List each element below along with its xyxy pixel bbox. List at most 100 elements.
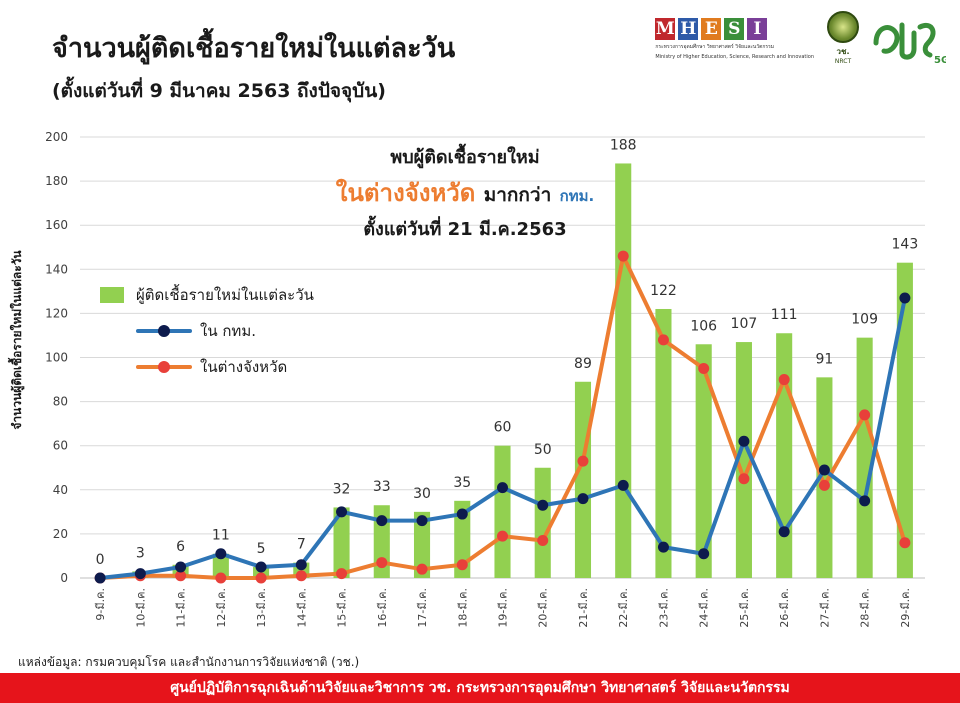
- mhesi-letter: H: [678, 18, 699, 40]
- bar-data-label: 50: [534, 442, 552, 458]
- mhesi-name-en: Ministry of Higher Education, Science, R…: [655, 54, 814, 60]
- y-tick-label: 120: [45, 306, 68, 320]
- bar-data-label: 122: [650, 283, 677, 299]
- x-tick-label: 10-มี.ค.: [134, 588, 147, 628]
- bkk-point: [577, 493, 589, 505]
- x-tick-label: 29-มี.ค.: [899, 588, 912, 628]
- nrct-logo: วช. NRCT: [826, 11, 860, 67]
- province-point: [295, 570, 307, 582]
- data-source: แหล่งข้อมูล: กรมควบคุมโรค และสำนักงานการ…: [18, 655, 360, 669]
- annotation-province: ในต่างจังหวัด: [335, 179, 476, 207]
- bar-data-label: 60: [494, 420, 512, 436]
- bar: [413, 511, 431, 578]
- nrct-logo-sub: NRCT: [834, 58, 852, 65]
- 5g-logo-icon: 5G: [873, 22, 949, 66]
- bar-data-label: 106: [690, 318, 717, 334]
- 5g-logo-text: 5G: [934, 55, 946, 65]
- province-point: [577, 455, 589, 467]
- bar: [373, 505, 390, 578]
- bkk-point: [778, 526, 790, 538]
- x-tick-label: 12-มี.ค.: [215, 588, 228, 628]
- bar-data-label: 5: [257, 541, 266, 557]
- province-point: [175, 570, 187, 582]
- bkk-point: [175, 561, 187, 573]
- bkk-point: [376, 515, 388, 527]
- bkk-point: [456, 508, 468, 520]
- y-tick-label: 140: [45, 262, 68, 276]
- x-tick-label: 22-มี.ค.: [617, 588, 630, 628]
- province-point: [899, 537, 911, 549]
- chart-subtitle: (ตั้งแต่วันที่ 9 มีนาคม 2563 ถึงปัจจุบัน…: [52, 80, 386, 102]
- province-point: [738, 473, 750, 485]
- province-point: [255, 572, 267, 584]
- annotation-line-1: พบผู้ติดเชื้อรายใหม่: [390, 147, 540, 168]
- bar-data-label: 11: [212, 528, 230, 544]
- legend-item-bkk: ใน กทม.: [100, 318, 314, 344]
- x-tick-label: 13-มี.ค.: [255, 588, 268, 628]
- bkk-point: [295, 559, 307, 571]
- x-tick-label: 19-มี.ค.: [497, 588, 510, 628]
- bkk-point: [497, 482, 508, 494]
- bar: [695, 344, 712, 578]
- x-tick-label: 9-มี.ค.: [94, 588, 107, 621]
- y-tick-label: 180: [45, 174, 68, 188]
- bkk-point: [899, 292, 911, 304]
- nrct-seal-icon: [827, 11, 859, 43]
- bkk-point: [215, 548, 227, 560]
- bkk-point: [657, 541, 669, 553]
- x-tick-label: 26-มี.ค.: [778, 588, 791, 628]
- province-point: [497, 530, 508, 542]
- mhesi-name-th: กระทรวงการอุดมศึกษา วิทยาศาสตร์ วิจัยและ…: [655, 44, 775, 50]
- province-point: [416, 563, 428, 575]
- y-axis-label: จำนวนผู้ติดเชื้อรายใหม่ในแต่ละวัน: [7, 250, 25, 430]
- province-point: [376, 557, 388, 569]
- bkk-point: [255, 561, 267, 573]
- bar-data-label: 35: [453, 475, 471, 491]
- bar: [494, 445, 511, 578]
- legend-bar-label: ผู้ติดเชื้อรายใหม่ในแต่ละวัน: [136, 286, 314, 304]
- bar: [615, 163, 632, 578]
- bar-data-label: 111: [771, 307, 798, 323]
- bar-data-label: 188: [610, 137, 637, 153]
- legend-bkk-label: ใน กทม.: [200, 322, 256, 340]
- bar: [574, 381, 592, 578]
- y-tick-label: 40: [53, 483, 68, 497]
- province-point: [336, 568, 348, 580]
- province-point: [818, 479, 830, 491]
- bar: [212, 553, 229, 578]
- legend-item-province: ในต่างจังหวัด: [100, 354, 314, 380]
- x-tick-label: 21-มี.ค.: [577, 588, 590, 628]
- bar: [856, 337, 873, 578]
- bar-data-label: 3: [136, 545, 145, 561]
- x-tick-label: 16-มี.ค.: [376, 588, 389, 628]
- bar: [293, 562, 310, 578]
- bar-data-label: 0: [96, 552, 105, 568]
- bar: [776, 333, 793, 578]
- bar: [735, 342, 752, 578]
- province-point: [657, 334, 669, 346]
- mhesi-letter: E: [701, 18, 722, 40]
- province-point: [778, 374, 790, 386]
- annotation-more-than: มากกว่า: [483, 184, 552, 206]
- mhesi-letter: M: [655, 18, 676, 40]
- bar-data-label: 89: [574, 356, 592, 372]
- bar-data-label: 107: [731, 316, 758, 332]
- bar-data-label: 32: [333, 481, 351, 497]
- legend-item-bar: ผู้ติดเชื้อรายใหม่ในแต่ละวัน: [100, 282, 314, 308]
- legend-province-swatch: [136, 359, 192, 375]
- bar-data-label: 7: [297, 537, 306, 553]
- bar: [172, 564, 189, 578]
- legend-bar-swatch: [100, 287, 124, 303]
- y-tick-label: 60: [53, 439, 68, 453]
- bar: [132, 571, 149, 578]
- y-tick-label: 0: [60, 571, 68, 585]
- x-tick-label: 15-มี.ค.: [336, 588, 349, 628]
- bkk-point: [818, 464, 830, 476]
- bar-data-label: 91: [815, 351, 833, 367]
- y-tick-label: 200: [45, 130, 68, 144]
- x-tick-label: 17-มี.ค.: [416, 588, 429, 628]
- y-tick-label: 100: [45, 351, 68, 365]
- province-point: [859, 409, 871, 421]
- annotation-line-2: ในต่างจังหวัด มากกว่า กทม.: [330, 173, 600, 212]
